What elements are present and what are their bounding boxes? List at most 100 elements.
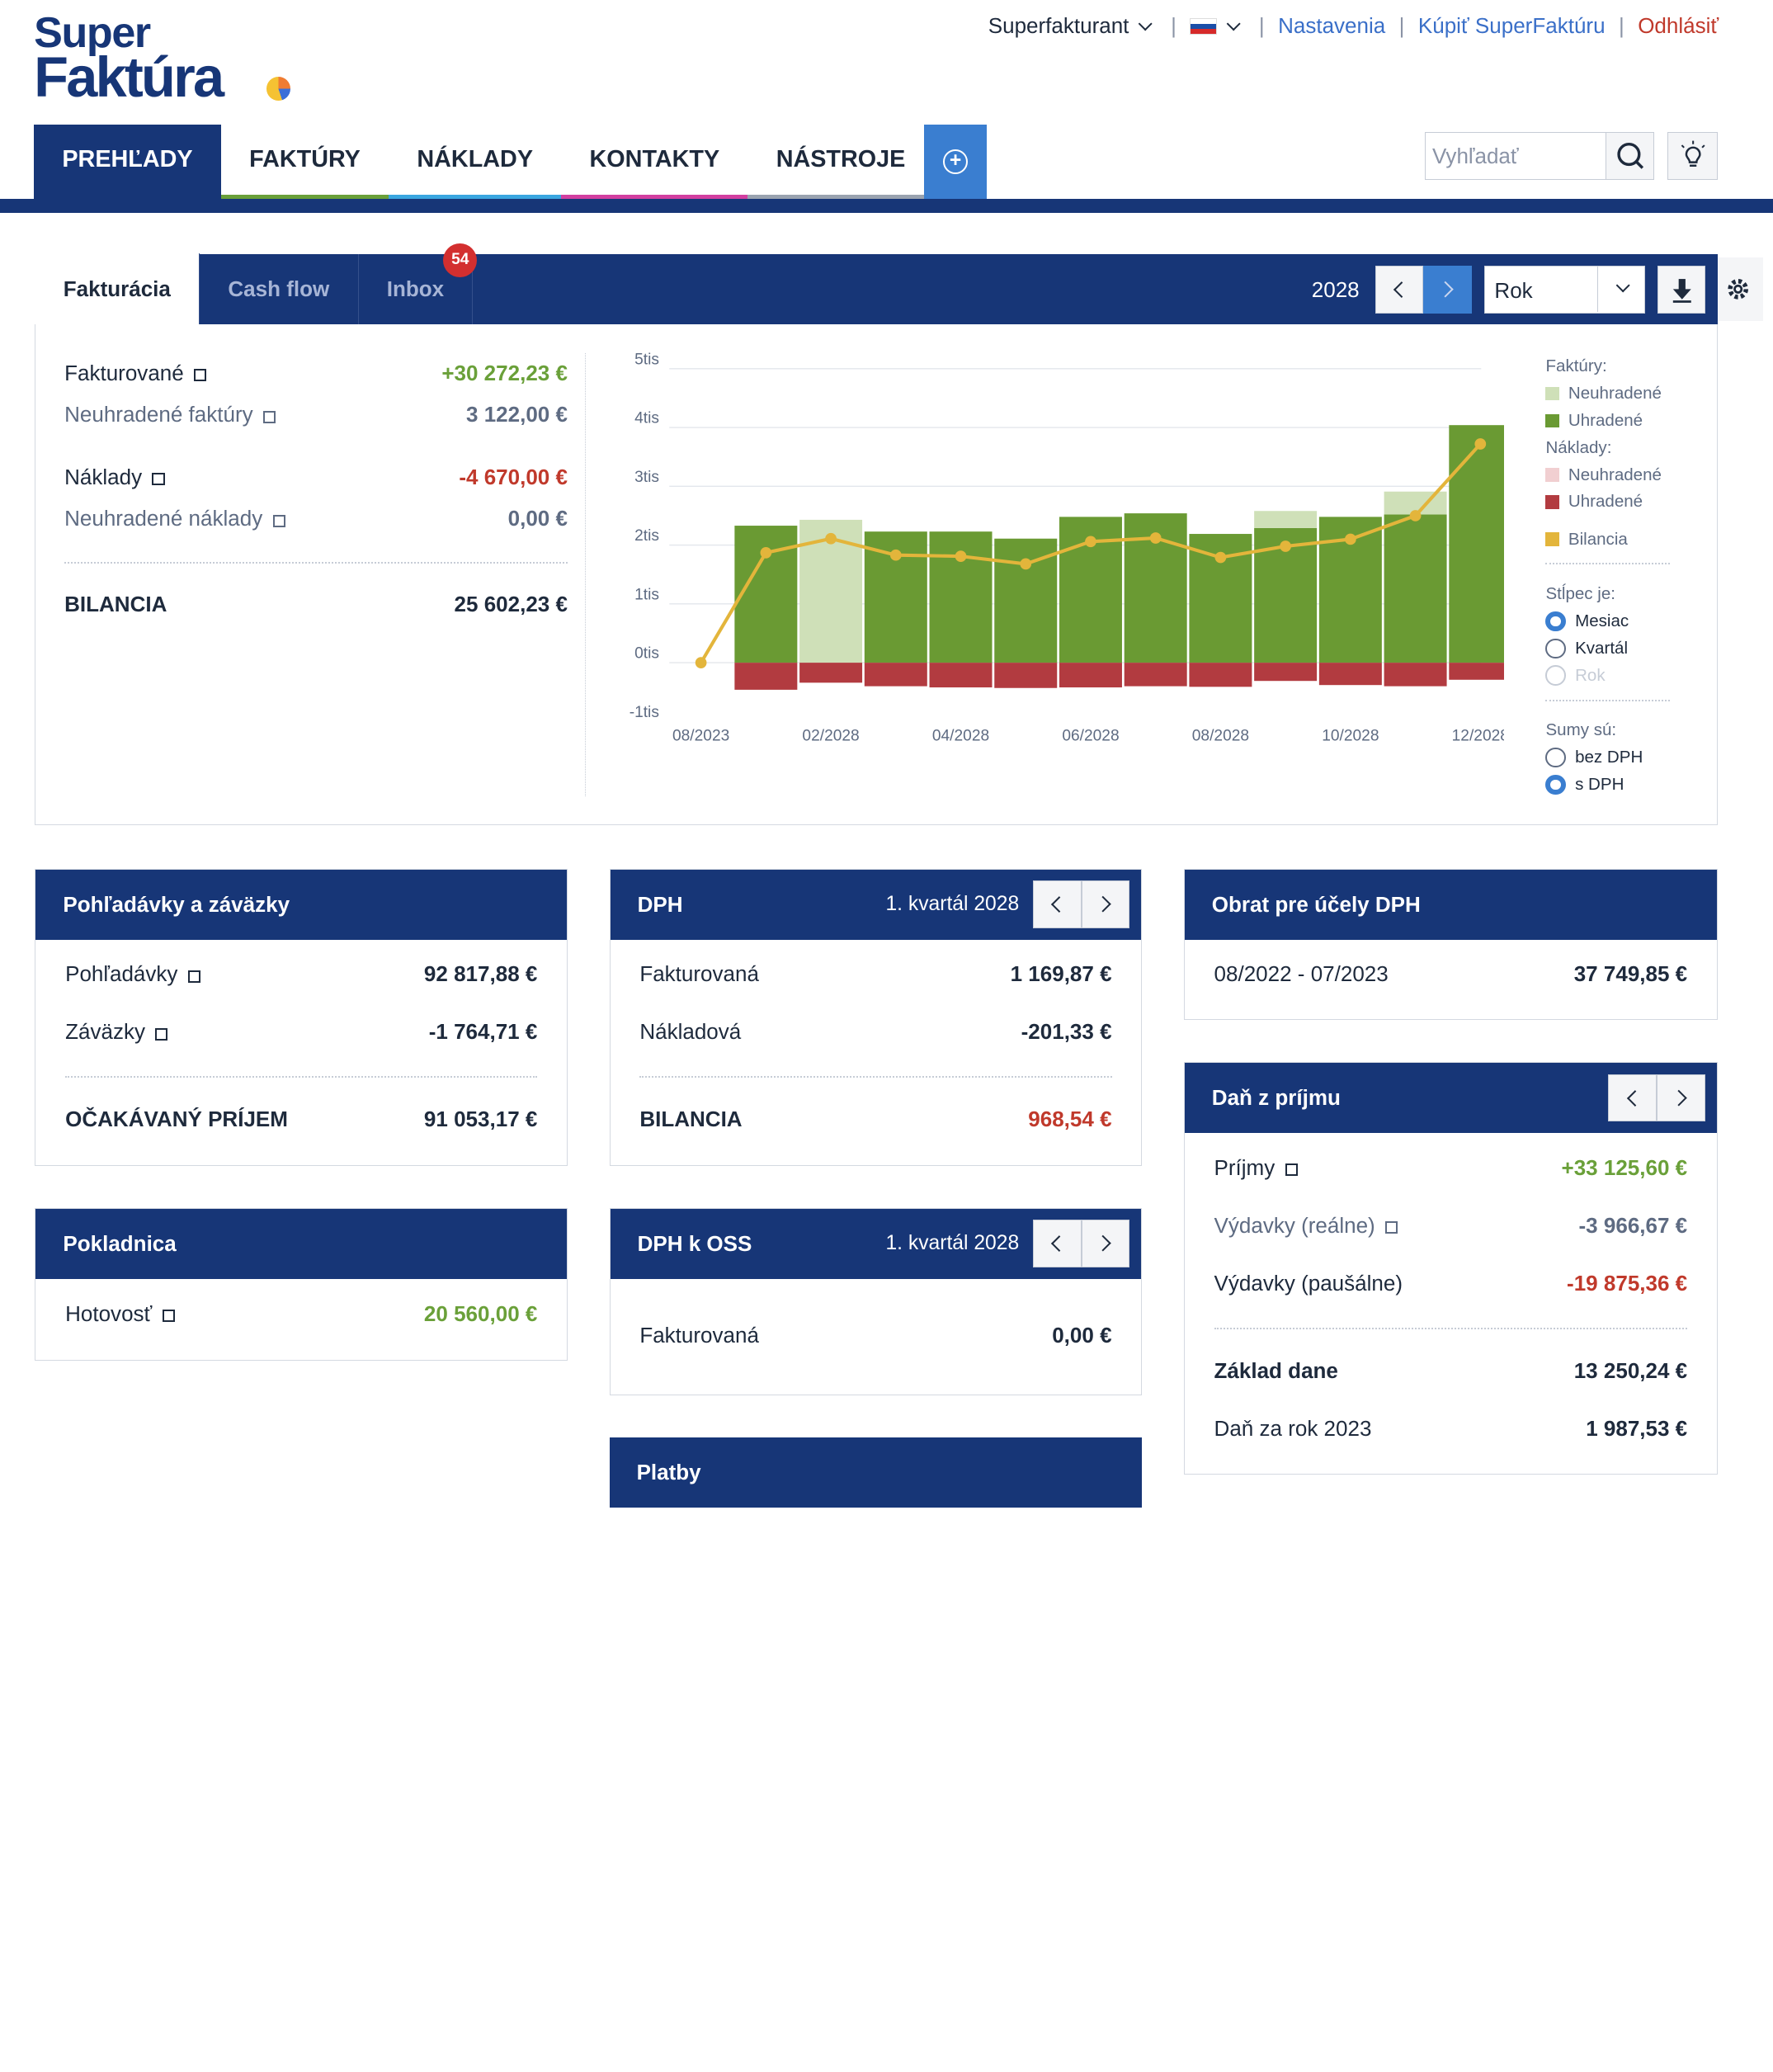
download-button[interactable] <box>1657 266 1705 314</box>
chevron-down-icon[interactable] <box>1226 17 1241 31</box>
y-tick-label: 5tis <box>634 351 659 368</box>
dph-oss-period: 1. kvartál 2028 <box>885 1232 1020 1255</box>
fakturovane-link[interactable]: Fakturované <box>64 361 207 386</box>
legend-faktury-uhradene[interactable]: Uhradené <box>1545 407 1670 434</box>
expected-income-value: 91 053,17 € <box>423 1107 538 1132</box>
y-tick-label: -1tis <box>630 704 659 721</box>
external-link-icon <box>194 369 207 382</box>
chart-legend: Faktúry: Neuhradené Uhradené Náklady: Ne… <box>1545 353 1671 799</box>
external-link-icon <box>155 1027 168 1041</box>
radio-rok: Rok <box>1545 662 1670 689</box>
nav-prehlady[interactable]: PREHĽADY <box>34 124 221 200</box>
logout-link[interactable]: Odhlásiť <box>1638 13 1719 39</box>
bar-faktury-uhradene <box>1384 514 1447 663</box>
dan-widget: Daň z príjmu Príjmy +33 125,60 € Výdavky… <box>1183 1061 1718 1475</box>
bilancia-point <box>890 549 902 561</box>
legend-naklady-uhradene[interactable]: Uhradené <box>1545 489 1670 516</box>
pohladavky-widget: Pohľadávky a záväzky Pohľadávky 92 817,8… <box>35 868 568 1166</box>
search-input[interactable]: Vyhľadať <box>1424 132 1608 180</box>
period-select[interactable]: Rok <box>1484 266 1646 314</box>
tab-inbox[interactable]: Inbox <box>359 254 474 325</box>
x-tick-label: 08/2023 <box>672 728 729 745</box>
top-nav: Superfakturant | | Nastavenia | Kúpiť Su… <box>988 13 1719 39</box>
hotovost-link[interactable]: Hotovosť <box>65 1301 175 1327</box>
dph-nakladova-value: -201,33 € <box>1021 1019 1112 1045</box>
settings-gear-button[interactable] <box>1717 257 1763 322</box>
buy-link[interactable]: Kúpiť SuperFaktúru <box>1417 13 1606 39</box>
radio-bez-dph[interactable]: bez DPH <box>1545 744 1670 772</box>
nav-underline <box>0 199 1773 213</box>
search-button[interactable] <box>1606 132 1655 180</box>
nav-nastroje[interactable]: NÁSTROJE <box>747 125 934 200</box>
obrat-value: 37 749,85 € <box>1573 961 1688 987</box>
hotovost-value: 20 560,00 € <box>423 1300 538 1326</box>
prijmy-link[interactable]: Príjmy <box>1214 1155 1298 1181</box>
widget-header: Daň z príjmu <box>1184 1062 1717 1133</box>
pokladnica-widget: Pokladnica Hotovosť 20 560,00 € <box>35 1207 568 1361</box>
prev-period-button[interactable] <box>1032 880 1082 928</box>
external-link-icon <box>152 473 165 486</box>
tab-cash-flow[interactable]: Cash flow <box>200 254 359 325</box>
zavazky-link[interactable]: Záväzky <box>65 1019 168 1045</box>
y-tick-label: 1tis <box>634 586 659 603</box>
zaklad-dane-value: 13 250,24 € <box>1573 1357 1688 1383</box>
radio-mesiac[interactable]: Mesiac <box>1545 608 1670 635</box>
neuhradene-faktury-link[interactable]: Neuhradené faktúry <box>64 402 276 427</box>
legend-faktury-title: Faktúry: <box>1545 356 1607 376</box>
bar-naklady-uhradene <box>1189 663 1252 687</box>
chevron-left-icon <box>1051 1235 1068 1252</box>
next-year-button[interactable] <box>1657 1074 1706 1122</box>
summary-block: Fakturované +30 272,23 € Neuhradené fakt… <box>64 357 568 620</box>
widget-title: Platby <box>636 1459 701 1484</box>
nav-naklady[interactable]: NÁKLADY <box>389 125 562 200</box>
legend-faktury-neuhradene[interactable]: Neuhradené <box>1545 380 1670 407</box>
tab-fakturacia[interactable]: Fakturácia <box>35 253 200 325</box>
logo-super[interactable]: Super <box>34 8 151 57</box>
legend-bilancia[interactable]: Bilancia <box>1545 526 1670 553</box>
next-year-button[interactable] <box>1423 266 1473 314</box>
tips-button[interactable] <box>1667 132 1718 180</box>
obrat-widget: Obrat pre účely DPH 08/2022 - 07/2023 37… <box>1183 868 1718 1021</box>
user-menu[interactable]: Superfakturant <box>988 13 1129 39</box>
logo-pie-icon <box>266 77 291 101</box>
bilancia-point <box>955 550 967 562</box>
x-tick-label: 02/2028 <box>802 728 859 745</box>
x-tick-label: 10/2028 <box>1322 728 1379 745</box>
dph-fakturovana-value: 1 169,87 € <box>1010 961 1112 987</box>
x-tick-label: 12/2028 <box>1452 728 1504 745</box>
dph-stepper <box>1032 880 1130 928</box>
next-period-button[interactable] <box>1081 1220 1130 1267</box>
logo-faktura[interactable]: Faktúra <box>34 45 224 110</box>
gear-icon <box>1728 279 1748 300</box>
widget-title: Pokladnica <box>63 1230 177 1256</box>
vydavky-realne-link[interactable]: Výdavky (reálne) <box>1214 1213 1398 1239</box>
widget-title: DPH <box>637 891 683 917</box>
settings-link[interactable]: Nastavenia <box>1278 13 1386 39</box>
radio-kvartal[interactable]: Kvartál <box>1545 635 1670 662</box>
radio-s-dph[interactable]: s DPH <box>1545 772 1670 799</box>
dan-rok-label: Daň za rok 2023 <box>1214 1415 1372 1441</box>
chevron-down-icon[interactable] <box>1138 17 1153 31</box>
x-tick-label: 04/2028 <box>932 728 989 745</box>
nav-faktury[interactable]: FAKTÚRY <box>220 125 389 200</box>
chevron-down-icon <box>1596 267 1645 312</box>
neuhradene-faktury-value: 3 122,00 € <box>466 402 568 427</box>
chevron-right-icon <box>1095 1235 1111 1252</box>
widget-header: Pokladnica <box>35 1208 567 1279</box>
nav-kontakty[interactable]: KONTAKTY <box>561 125 748 200</box>
legend-naklady-neuhradene[interactable]: Neuhradené <box>1545 461 1670 489</box>
add-button[interactable]: + <box>923 124 988 200</box>
bar-naklady-uhradene <box>1449 663 1504 680</box>
next-period-button[interactable] <box>1081 880 1130 928</box>
billing-chart: -1tis 0tis 1tis 2tis 3tis 4tis 5tis 08/2023 02/2… <box>630 351 1504 745</box>
neuhradene-naklady-link[interactable]: Neuhradené náklady <box>64 506 285 531</box>
naklady-link[interactable]: Náklady <box>64 465 165 490</box>
pohladavky-link[interactable]: Pohľadávky <box>65 961 200 987</box>
prev-year-button[interactable] <box>1375 266 1424 314</box>
slovak-flag-icon[interactable] <box>1190 17 1218 35</box>
chevron-right-icon <box>1437 281 1454 298</box>
prev-period-button[interactable] <box>1032 1220 1082 1267</box>
prev-year-button[interactable] <box>1608 1074 1657 1122</box>
external-link-icon <box>1285 1163 1298 1177</box>
bar-naklady-uhradene <box>864 663 927 687</box>
